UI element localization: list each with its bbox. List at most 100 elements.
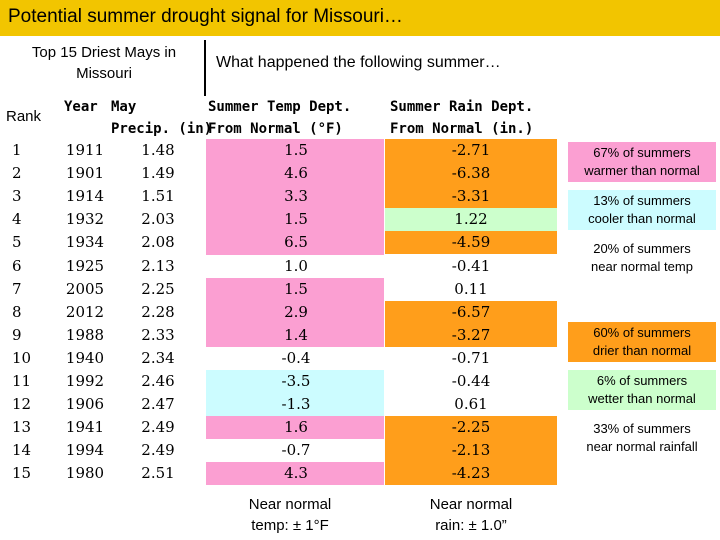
rain-dept-cell: -2.25 xyxy=(451,418,491,437)
right-header: What happened the following summer… xyxy=(216,54,501,71)
temp-dept-cell: 1.5 xyxy=(284,141,308,159)
year-cell: 1941 xyxy=(65,418,105,437)
rain-dept-cell: -6.57 xyxy=(451,302,491,321)
rain-band-drier xyxy=(385,231,557,255)
year-cell: 1992 xyxy=(65,372,105,390)
may-precip-cell: 2.46 xyxy=(141,372,175,390)
rain-dept-cell: -0.44 xyxy=(451,372,491,390)
rank-cell: 11 xyxy=(12,372,32,390)
temp-band-warmer xyxy=(206,462,384,486)
rain-band-wetter xyxy=(385,208,557,232)
summary-box-line-1: 33% of summers xyxy=(593,421,691,436)
may-precip-cell: 2.03 xyxy=(141,210,175,229)
may-precip-cell: 2.08 xyxy=(141,233,175,252)
may-precip-cell: 1.51 xyxy=(141,187,175,206)
rank-cell: 5 xyxy=(12,233,22,252)
temp-footnote-line-2: temp: ± 1°F xyxy=(251,517,329,534)
temp-dept-cell: 4.3 xyxy=(284,464,308,483)
temp-footnote: Near normal temp: ± 1°F xyxy=(232,494,348,536)
year-header-text: Year xyxy=(64,99,98,115)
rain-header: Summer Rain Dept. From Normal (in.) xyxy=(390,96,533,140)
rank-cell: 6 xyxy=(12,256,22,275)
may-precip-cell: 2.49 xyxy=(141,441,175,460)
may-precip-cell: 1.49 xyxy=(141,164,175,183)
summary-box-line-1: 20% of summers xyxy=(593,241,691,256)
rank-cell: 10 xyxy=(12,348,32,367)
left-header-line-2: Missouri xyxy=(76,65,132,82)
may-header-line-2: Precip. (in) xyxy=(111,121,213,137)
year-cell: 1934 xyxy=(65,233,105,252)
rain-footnote: Near normal rain: ± 1.0” xyxy=(412,494,530,536)
year-cell: 1980 xyxy=(65,464,105,483)
rank-cell: 12 xyxy=(12,395,32,414)
summary-box-line-1: 13% of summers xyxy=(593,193,691,208)
year-cell: 1914 xyxy=(65,187,105,206)
summary-box-line-1: 67% of summers xyxy=(593,145,691,160)
year-cell: 2012 xyxy=(65,302,105,321)
temp-header-line-2: From Normal (°F) xyxy=(208,121,343,137)
rain-dept-cell: 1.22 xyxy=(454,210,488,229)
may-precip-cell: 1.48 xyxy=(141,141,175,159)
year-cell: 1932 xyxy=(65,210,105,229)
year-cell: 1940 xyxy=(65,348,105,367)
year-cell: 1925 xyxy=(65,256,105,275)
temp-band-warmer xyxy=(206,277,384,347)
year-cell: 1911 xyxy=(65,141,105,159)
may-header-line-1: May xyxy=(111,99,137,115)
rank-cell: 3 xyxy=(12,187,22,206)
rain-header-line-2: From Normal (in.) xyxy=(390,121,534,137)
rank-cell: 9 xyxy=(12,325,22,344)
temp-dept-cell: 1.4 xyxy=(284,325,308,344)
year-cell: 1906 xyxy=(65,395,105,414)
rain-dept-cell: -6.38 xyxy=(451,164,491,183)
rain-header-line-1: Summer Rain Dept. xyxy=(390,99,534,115)
rain-band-drier xyxy=(385,139,557,209)
summary-box-warmer: 67% of summers warmer than normal xyxy=(568,142,716,182)
temp-dept-cell: -0.7 xyxy=(281,441,311,460)
temp-band-cooler xyxy=(206,370,384,417)
temp-header-line-1: Summer Temp Dept. xyxy=(208,99,352,115)
summary-box-line-2: wetter than normal xyxy=(588,391,696,406)
summary-box-line-2: near normal temp xyxy=(591,259,693,274)
rain-dept-cell: -2.71 xyxy=(451,141,491,159)
temp-dept-cell: 4.6 xyxy=(284,164,308,183)
summary-box-normal-rain: 33% of summers near normal rainfall xyxy=(568,418,716,458)
temp-dept-cell: 1.5 xyxy=(284,279,308,298)
year-header: Year xyxy=(64,96,98,118)
temp-dept-cell: 1.6 xyxy=(284,418,308,437)
may-precip-cell: 2.13 xyxy=(141,256,175,275)
rank-cell: 8 xyxy=(12,302,22,321)
may-precip-cell: 2.25 xyxy=(141,279,175,298)
temp-dept-cell: -0.4 xyxy=(281,348,311,367)
may-precip-cell: 2.49 xyxy=(141,418,175,437)
temp-dept-cell: 6.5 xyxy=(284,233,308,252)
rain-dept-cell: 0.61 xyxy=(454,395,488,414)
rain-dept-cell: -4.59 xyxy=(451,233,491,252)
temp-dept-cell: 3.3 xyxy=(284,187,308,206)
temp-dept-cell: -3.5 xyxy=(281,372,311,390)
year-cell: 2005 xyxy=(65,279,105,298)
may-precip-cell: 2.47 xyxy=(141,395,175,414)
rank-cell: 15 xyxy=(12,464,32,483)
summary-box-line-2: cooler than normal xyxy=(588,211,696,226)
title-bar: Potential summer drought signal for Miss… xyxy=(0,0,720,36)
temp-dept-cell: -1.3 xyxy=(281,395,311,414)
summary-box-drier: 60% of summers drier than normal xyxy=(568,322,716,362)
left-header-line-1: Top 15 Driest Mays in xyxy=(31,44,177,61)
summary-box-line-1: 60% of summers xyxy=(593,325,691,340)
summary-box-line-1: 6% of summers xyxy=(596,373,688,388)
temp-footnote-line-1: Near normal xyxy=(248,496,332,513)
year-cell: 1988 xyxy=(65,325,105,344)
summary-box-line-2: warmer than normal xyxy=(584,163,700,178)
rank-cell: 7 xyxy=(12,279,22,298)
may-precip-cell: 2.28 xyxy=(141,302,175,321)
summary-box-normal-temp: 20% of summers near normal temp xyxy=(568,238,716,278)
rain-band-drier xyxy=(385,416,557,486)
rain-dept-cell: -3.31 xyxy=(451,187,491,206)
rain-dept-cell: -0.41 xyxy=(451,256,491,275)
may-precip-header: May Precip. (in) xyxy=(111,96,212,140)
summary-box-line-2: near normal rainfall xyxy=(586,439,698,454)
rank-cell: 13 xyxy=(12,418,32,437)
rank-label: Rank xyxy=(6,108,42,125)
page-title: Potential summer drought signal for Miss… xyxy=(8,6,403,27)
